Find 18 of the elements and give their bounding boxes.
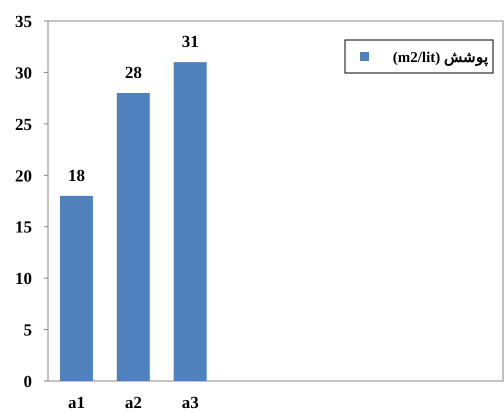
bar	[174, 62, 207, 381]
x-tick-label: a3	[182, 393, 199, 412]
y-tick-label: 10	[15, 269, 32, 288]
x-tick-label: a1	[68, 393, 85, 412]
y-tick-label: 0	[24, 372, 32, 391]
data-label: 28	[124, 63, 142, 82]
x-tick-label: a2	[124, 393, 142, 412]
y-tick-label: 30	[15, 63, 32, 82]
y-tick-label: 5	[24, 320, 32, 340]
legend-label: پوشش (m2/lit)	[392, 50, 488, 67]
y-tick-label: 20	[15, 166, 32, 186]
data-label: 31	[182, 32, 199, 52]
bar	[60, 196, 93, 381]
y-tick-label: 35	[15, 12, 32, 31]
y-tick-label: 25	[15, 114, 32, 134]
bar	[116, 93, 150, 381]
data-label: 18	[68, 166, 85, 185]
y-tick-label: 15	[15, 218, 32, 237]
